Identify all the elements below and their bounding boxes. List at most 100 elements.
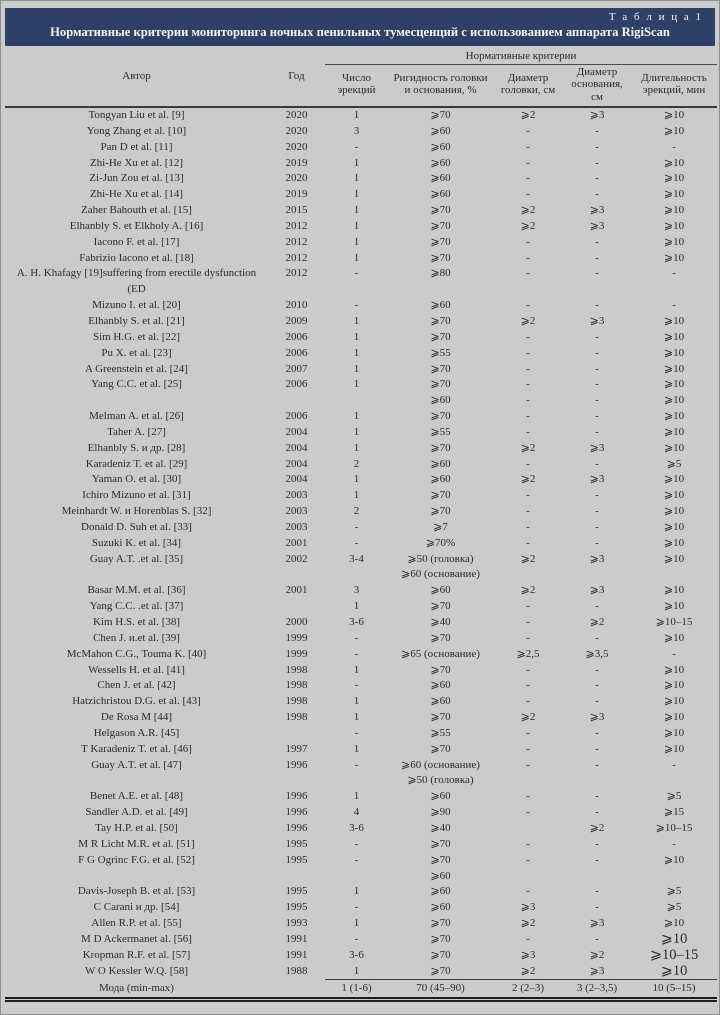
cell-year: 1993 xyxy=(285,917,308,930)
cell-year xyxy=(268,980,325,1000)
cell-glans-diameter: - xyxy=(526,267,530,280)
cell-year: 1995 xyxy=(285,853,308,866)
cell-rigidity: ⩾60 xyxy=(430,188,451,201)
cell-erections: 1 xyxy=(353,235,360,248)
cell-erections: 1 xyxy=(353,251,360,264)
cell-duration: ⩾10 xyxy=(663,520,685,533)
cell-year: 2020 xyxy=(285,172,308,185)
cell-erections: - xyxy=(354,647,359,660)
cell-rigidity: ⩾60 xyxy=(430,140,451,153)
cell-duration: ⩾10 xyxy=(663,584,685,597)
cell-author: Meinhardt W. и Horenblas S. [32] xyxy=(61,505,212,518)
table-row: Donald D. Suh et al. [33] 2003 - ⩾7 - - ⩾10 xyxy=(5,520,717,536)
cell-glans-diameter: - xyxy=(526,885,530,898)
cell-base-diameter: ⩾3 xyxy=(589,917,605,930)
cell-base-diameter: - xyxy=(595,679,599,692)
table-row: Taher A. [27] 2004 1 ⩾55 - - ⩾10 xyxy=(5,425,717,441)
cell-base-diameter: - xyxy=(595,235,599,248)
cell-glans-diameter: ⩾2 xyxy=(520,917,536,930)
table-row: Guay A.T. et al. [47] 1996 - ⩾60 (основание… xyxy=(5,758,717,790)
cell-author: Zhi-He Xu et al. [14] xyxy=(89,188,184,201)
cell-year: 2003 xyxy=(285,489,308,502)
cell-author: Kim H.S. et al. [38] xyxy=(92,616,181,628)
cell-base-diameter: - xyxy=(595,188,599,201)
cell-rigidity: ⩾80 xyxy=(430,267,451,280)
cell-author: Kropman R.F. et al. [57] xyxy=(82,948,191,961)
cell-base-diameter: ⩾3 xyxy=(589,109,605,121)
cell-duration: ⩾10 xyxy=(663,600,685,613)
col-header-base-diameter: Диаметр основания, см xyxy=(563,64,631,108)
cell-base-diameter: - xyxy=(595,742,599,755)
cell-year xyxy=(268,726,325,742)
table-row: Elhanbly S. et Elkholy A. [16] 2012 1 ⩾70 ⩾2… xyxy=(5,219,717,235)
cell-duration: ⩾5 xyxy=(666,457,682,470)
cell-glans-diameter: - xyxy=(526,330,530,343)
cell-glans-diameter: ⩾3 xyxy=(520,948,536,961)
cell-base-diameter: - xyxy=(595,806,599,819)
cell-year: 2012 xyxy=(285,219,308,232)
cell-author: Elhanbly S. и др. [28] xyxy=(87,441,186,454)
cell-rigidity: ⩾65 (основание) xyxy=(401,647,480,660)
cell-base-diameter: - xyxy=(595,758,599,771)
cell-erections: 3-4 xyxy=(349,552,364,565)
cell-base-diameter: - xyxy=(595,140,599,153)
cell-duration: ⩾5 xyxy=(666,885,682,898)
cell-glans-diameter: - xyxy=(526,235,530,248)
cell-rigidity: ⩾60 xyxy=(430,790,451,803)
cell-duration: ⩾10–15 xyxy=(655,821,693,834)
cell-erections: 1 xyxy=(353,378,360,391)
cell-rigidity: ⩾70 xyxy=(430,109,451,121)
col-header-erections: Число эрекций xyxy=(325,64,388,108)
table-row: McMahon C.G., Touma K. [40] 1999 - ⩾65 (осн… xyxy=(5,647,717,663)
cell-erections: 1 xyxy=(353,346,360,359)
cell-duration: ⩾10 xyxy=(663,330,685,343)
cell-base-diameter: - xyxy=(595,790,599,803)
cell-duration: ⩾10 xyxy=(663,124,685,137)
cell-erections: 1 xyxy=(353,410,360,423)
cell-author: Karadeniz T. et al. [29] xyxy=(85,457,188,470)
cell-year: 1996 xyxy=(285,806,308,819)
cell-duration: ⩾10 xyxy=(663,505,685,518)
table-row: Elhanbly S. и др. [28] 2004 1 ⩾70 ⩾2 ⩾3 ⩾10 xyxy=(5,441,717,457)
table-row: Hatzichristou D.G. et al. [43] 1998 1 ⩾60 - -… xyxy=(5,694,717,710)
table-row: Yaman O. et al. [30] 2004 1 ⩾60 ⩾2 ⩾3 ⩾10 xyxy=(5,472,717,488)
cell-author: Zi-Jun Zou et al. [13] xyxy=(89,172,184,185)
cell-year: 1995 xyxy=(285,885,308,898)
cell-year: 2012 xyxy=(285,235,308,248)
cell-duration: ⩾5 xyxy=(666,790,682,803)
cell-rigidity: ⩾70 xyxy=(430,410,451,423)
cell-glans-diameter: - xyxy=(526,932,530,945)
table-row: Yong Zhang et al. [10] 2020 3 ⩾60 - - ⩾10 xyxy=(5,124,717,140)
cell-rigidity: ⩾90 xyxy=(430,806,451,819)
cell-rigidity: ⩾70 xyxy=(430,948,451,961)
cell-erections: 3-6 xyxy=(349,821,364,834)
cell-base-diameter: ⩾2 xyxy=(589,948,605,961)
cell-glans-diameter: - xyxy=(526,806,530,819)
cell-author: Yong Zhang et al. [10] xyxy=(86,124,187,137)
cell-author: Allen R.P. et al. [55] xyxy=(91,917,182,930)
cell-glans-diameter: - xyxy=(526,726,530,739)
cell-duration: - xyxy=(672,140,676,153)
cell-duration: - xyxy=(672,758,676,771)
cell-glans-diameter: - xyxy=(526,457,530,470)
cell-erections: 1 xyxy=(353,172,360,185)
cell-year: 2015 xyxy=(285,204,308,217)
cell-rigidity: ⩾70% xyxy=(425,536,456,549)
col-header-duration: Длительность эрекций, мин xyxy=(631,64,718,108)
cell-erections: 1 xyxy=(353,600,360,613)
cell-year: 2006 xyxy=(285,346,308,359)
cell-year: 2000 xyxy=(285,616,308,628)
table-row: F G Ogrinc F.G. et al. [52] 1995 - ⩾70 ⩾60 -… xyxy=(5,853,717,885)
cell-duration: ⩾10 xyxy=(663,109,685,121)
cell-base-diameter: ⩾3 xyxy=(589,584,605,597)
cell-author: Yang C.C. et al. [25] xyxy=(91,378,182,391)
cell-rigidity: ⩾60 xyxy=(430,124,451,137)
table-row: Melman A. et al. [26] 2006 1 ⩾70 - - ⩾10 xyxy=(5,409,717,425)
table-row: A Greenstein et al. [24] 2007 1 ⩾70 - - ⩾10 xyxy=(5,362,717,378)
cell-duration: ⩾10 xyxy=(663,711,685,724)
cell-glans-diameter: ⩾2 xyxy=(520,219,536,232)
cell-author: W O Kessler W.Q. [58] xyxy=(84,964,189,977)
cell-rigidity: ⩾70 xyxy=(430,330,451,343)
cell-erections: - xyxy=(354,726,359,739)
table-row: Wessells H. et al. [41] 1998 1 ⩾70 - - ⩾10 xyxy=(5,663,717,679)
